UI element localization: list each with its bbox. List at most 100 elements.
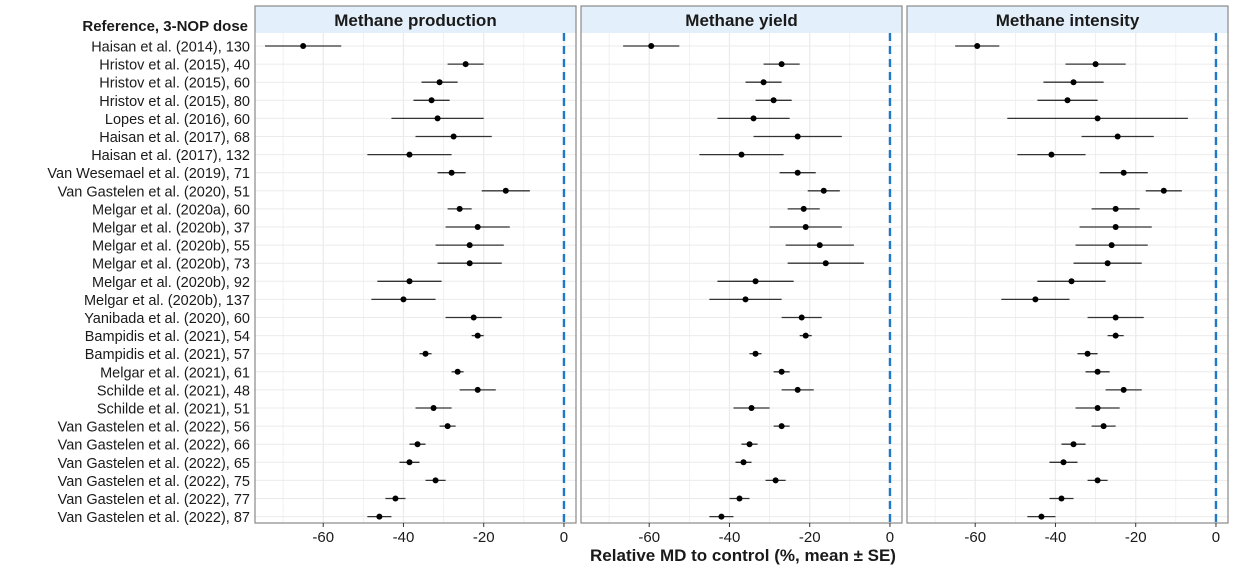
x-axis-label: Relative MD to control (%, mean ± SE): [590, 546, 896, 565]
x-tick-label: -20: [473, 529, 495, 546]
mean-point: [800, 205, 807, 212]
x-tick-label: -40: [393, 529, 415, 546]
mean-point: [422, 350, 429, 357]
mean-point: [1094, 405, 1101, 411]
mean-point: [736, 495, 743, 502]
study-label: Hristov et al. (2015), 80: [99, 94, 250, 110]
mean-point: [772, 477, 779, 484]
study-label: Hristov et al. (2015), 40: [99, 58, 250, 74]
study-label: Van Gastelen et al. (2022), 56: [58, 420, 250, 436]
panel-border: [580, 5, 903, 524]
study-label: Van Gastelen et al. (2022), 87: [58, 510, 250, 526]
mean-point: [1070, 441, 1077, 448]
mean-point: [1092, 61, 1099, 68]
mean-point: [434, 115, 441, 122]
mean-point: [752, 278, 759, 285]
study-label: Melgar et al. (2020b), 137: [84, 293, 250, 309]
mean-point: [1112, 314, 1119, 321]
mean-point: [1114, 133, 1121, 140]
mean-point: [1108, 242, 1115, 249]
mean-point: [778, 61, 785, 68]
x-tick-label: -20: [1125, 529, 1147, 546]
panel-border: [906, 5, 1229, 524]
mean-point: [1160, 187, 1167, 194]
mean-point: [400, 296, 407, 303]
mean-point: [502, 187, 509, 194]
panel-border: [254, 5, 577, 524]
mean-point: [1120, 386, 1127, 393]
study-label: Van Gastelen et al. (2022), 77: [58, 492, 250, 508]
study-label: Van Gastelen et al. (2022), 65: [58, 456, 250, 472]
mean-point: [470, 314, 477, 321]
panel-title: Methane production: [334, 11, 496, 30]
mean-point: [1070, 79, 1077, 86]
mean-point: [794, 133, 801, 140]
mean-point: [392, 495, 399, 502]
mean-point: [1038, 513, 1045, 520]
mean-point: [1064, 97, 1071, 104]
x-tick-label: -40: [719, 529, 741, 546]
mean-point: [740, 459, 747, 466]
study-label: Van Gastelen et al. (2022), 75: [58, 474, 250, 490]
mean-point: [462, 61, 469, 68]
study-label: Hristov et al. (2015), 60: [99, 76, 250, 92]
mean-point: [778, 423, 785, 430]
mean-point: [794, 169, 801, 176]
study-label: Schilde et al. (2021), 51: [97, 402, 250, 418]
mean-point: [742, 296, 749, 303]
mean-point: [1100, 423, 1107, 430]
study-label: Bampidis et al. (2021), 54: [85, 329, 250, 345]
mean-point: [974, 43, 981, 49]
mean-point: [1094, 477, 1101, 484]
mean-point: [822, 260, 829, 267]
mean-point: [454, 368, 461, 375]
mean-point: [406, 151, 413, 158]
mean-point: [444, 423, 451, 430]
mean-point: [474, 386, 481, 393]
study-label: Melgar et al. (2020b), 37: [92, 221, 250, 237]
mean-point: [802, 332, 809, 339]
study-label: Yanibada et al. (2020), 60: [84, 311, 250, 327]
mean-point: [748, 405, 755, 411]
mean-point: [1094, 368, 1101, 375]
study-labels: Haisan et al. (2014), 130 Hristov et al. …: [47, 40, 250, 527]
study-label: Bampidis et al. (2021), 57: [85, 347, 250, 363]
x-tick-label: -60: [964, 529, 986, 546]
mean-point: [820, 187, 827, 194]
study-label: Lopes et al. (2016), 60: [105, 112, 250, 128]
mean-point: [778, 368, 785, 375]
mean-point: [1094, 115, 1101, 122]
mean-point: [474, 224, 481, 230]
panel-2: Methane yield -60 -40 -20 0: [580, 5, 903, 546]
mean-point: [1048, 151, 1055, 158]
mean-point: [1032, 296, 1039, 303]
x-tick-label: -40: [1045, 529, 1067, 546]
panel-header-strip: [907, 6, 1228, 33]
mean-point: [1112, 205, 1119, 212]
panel-header-strip: [581, 6, 902, 33]
panel-title: Methane intensity: [996, 11, 1140, 30]
study-label: Haisan et al. (2017), 68: [99, 130, 250, 146]
study-label: Van Wesemael et al. (2019), 71: [47, 166, 250, 182]
mean-point: [466, 260, 473, 267]
study-label: Melgar et al. (2020a), 60: [92, 202, 250, 218]
mean-point: [1112, 224, 1119, 230]
study-label: Haisan et al. (2014), 130: [91, 40, 250, 56]
study-label: Melgar et al. (2020b), 73: [92, 257, 250, 273]
mean-point: [770, 97, 777, 104]
mean-point: [816, 242, 823, 249]
mean-point: [1112, 332, 1119, 339]
mean-point: [794, 386, 801, 393]
mean-point: [474, 332, 481, 339]
mean-point: [432, 477, 439, 484]
panel-title: Methane yield: [685, 11, 797, 30]
mean-point: [466, 242, 473, 249]
mean-point: [746, 441, 753, 448]
mean-point: [436, 79, 443, 86]
row-header: Reference, 3-NOP dose: [82, 18, 248, 35]
mean-point: [760, 79, 767, 86]
mean-point: [456, 205, 463, 212]
study-label: Schilde et al. (2021), 48: [97, 383, 250, 399]
